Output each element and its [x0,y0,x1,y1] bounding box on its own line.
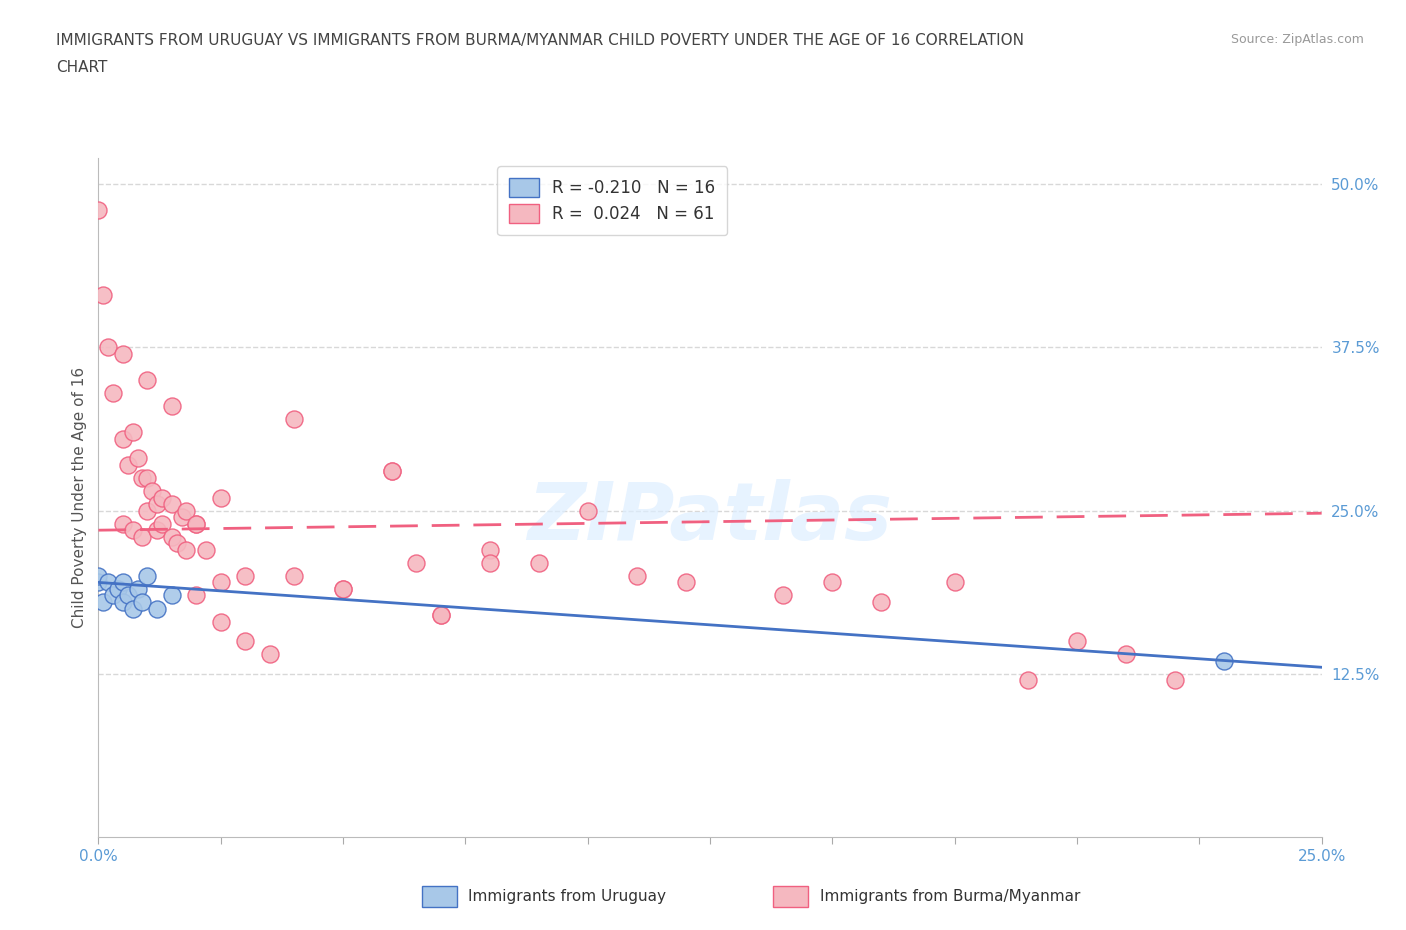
Point [186,516,208,531]
Point [150,490,173,505]
Point [117,458,139,472]
Point [1212,653,1234,668]
Point [176,542,198,557]
Point [870,594,893,609]
Point [101,588,124,603]
Point [478,542,501,557]
Point [97,575,120,590]
Point [101,386,124,401]
Point [332,581,354,596]
Point [430,607,453,622]
Point [1017,673,1039,688]
Point [209,490,232,505]
Point [111,575,134,590]
Point [121,601,143,616]
Point [176,503,198,518]
Point [160,588,183,603]
Point [381,464,404,479]
Point [626,568,648,583]
Point [283,412,305,427]
Point [87,203,110,218]
Point [233,633,256,648]
Point [111,347,134,362]
Point [97,340,120,355]
Point [1066,633,1088,648]
Point [91,287,114,302]
Point [821,575,844,590]
Point [170,510,193,525]
Point [107,581,129,596]
Point [527,555,550,570]
Point [131,471,153,485]
Point [160,529,183,544]
Point [430,607,453,622]
Point [405,555,427,570]
Point [150,516,173,531]
Point [131,594,153,609]
Point [209,614,232,629]
Point [166,536,188,551]
Text: Immigrants from Uruguay: Immigrants from Uruguay [468,889,666,904]
Point [195,542,218,557]
Point [127,581,149,596]
Point [186,588,208,603]
Point [233,568,256,583]
Point [332,581,354,596]
Point [87,575,110,590]
Point [576,503,599,518]
Point [127,451,149,466]
Point [87,568,110,583]
Point [136,503,159,518]
Point [160,399,183,414]
Point [111,594,134,609]
Point [91,594,114,609]
Point [141,484,163,498]
Text: CHART: CHART [56,60,108,75]
Point [121,425,143,440]
Point [136,471,159,485]
Point [259,646,281,661]
Point [943,575,966,590]
Point [772,588,794,603]
Point [478,555,501,570]
Y-axis label: Child Poverty Under the Age of 16: Child Poverty Under the Age of 16 [72,367,87,628]
Point [186,516,208,531]
Point [146,601,169,616]
Point [146,523,169,538]
Point [675,575,697,590]
Point [117,588,139,603]
Text: IMMIGRANTS FROM URUGUAY VS IMMIGRANTS FROM BURMA/MYANMAR CHILD POVERTY UNDER THE: IMMIGRANTS FROM URUGUAY VS IMMIGRANTS FR… [56,33,1024,47]
Point [1115,646,1137,661]
Point [136,373,159,388]
Point [381,464,404,479]
Point [146,497,169,512]
Point [131,529,153,544]
Text: Immigrants from Burma/Myanmar: Immigrants from Burma/Myanmar [820,889,1080,904]
Point [121,523,143,538]
Point [111,516,134,531]
Point [160,497,183,512]
Point [1164,673,1187,688]
Text: Source: ZipAtlas.com: Source: ZipAtlas.com [1230,33,1364,46]
Text: ZIPatlas: ZIPatlas [527,479,893,557]
Point [136,568,159,583]
Point [111,432,134,446]
Point [283,568,305,583]
Point [209,575,232,590]
Legend: R = -0.210   N = 16, R =  0.024   N = 61: R = -0.210 N = 16, R = 0.024 N = 61 [498,166,727,235]
